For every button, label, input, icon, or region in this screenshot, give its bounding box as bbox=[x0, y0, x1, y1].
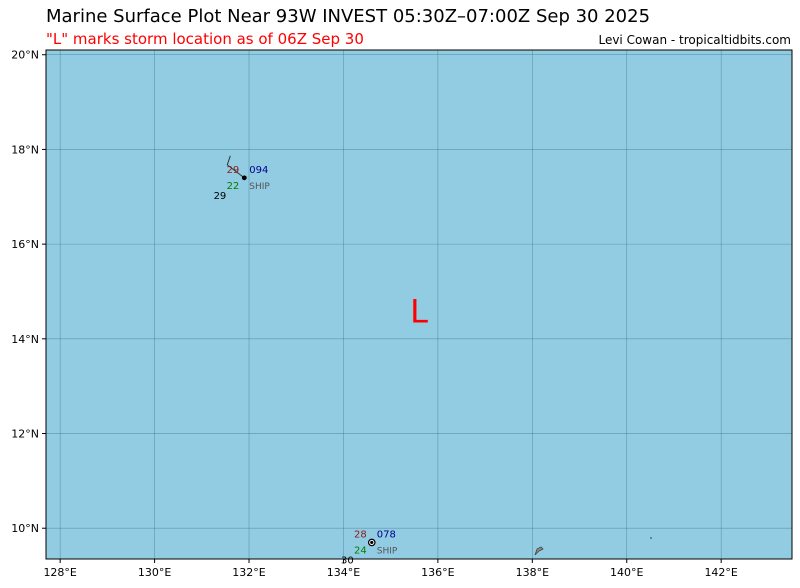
station-dewpoint: 22 bbox=[227, 181, 240, 192]
storm-location-note: "L" marks storm location as of 06Z Sep 3… bbox=[46, 30, 364, 48]
island-dot bbox=[650, 537, 652, 539]
lon-tick-label: 136°E bbox=[421, 566, 454, 579]
station-dewpoint: 24 bbox=[354, 545, 367, 556]
lat-tick-label: 20°N bbox=[11, 49, 39, 62]
station-temperature: 29 bbox=[227, 165, 240, 176]
station-dot bbox=[241, 175, 247, 181]
lat-tick-label: 14°N bbox=[11, 333, 39, 346]
station-pressure: 078 bbox=[377, 529, 396, 540]
station-type: SHIP bbox=[249, 182, 270, 192]
chart-title: Marine Surface Plot Near 93W INVEST 05:3… bbox=[46, 6, 651, 27]
station-sst: 29 bbox=[214, 191, 227, 202]
lon-tick-label: 140°E bbox=[610, 566, 643, 579]
lon-tick-label: 134°E bbox=[327, 566, 360, 579]
lat-tick-label: 10°N bbox=[11, 522, 39, 535]
station-temperature: 28 bbox=[354, 529, 367, 540]
lat-tick-label: 16°N bbox=[11, 238, 39, 251]
storm-location-marker: L bbox=[410, 292, 428, 330]
lat-tick-label: 12°N bbox=[11, 428, 39, 441]
lon-tick-label: 142°E bbox=[704, 566, 737, 579]
lat-tick-label: 18°N bbox=[11, 143, 39, 156]
lon-tick-label: 128°E bbox=[43, 566, 76, 579]
lon-tick-label: 132°E bbox=[232, 566, 265, 579]
station-type: SHIP bbox=[377, 546, 398, 556]
station-sst: 30 bbox=[341, 555, 354, 566]
credit-label: Levi Cowan - tropicaltidbits.com bbox=[598, 33, 791, 47]
island-shape bbox=[534, 546, 544, 556]
wind-barb bbox=[226, 155, 245, 179]
station-dot bbox=[370, 540, 374, 545]
lon-tick-label: 138°E bbox=[516, 566, 549, 579]
station-pressure: 094 bbox=[249, 165, 268, 176]
lon-tick-label: 130°E bbox=[138, 566, 171, 579]
plot-frame bbox=[45, 49, 793, 560]
ocean-background bbox=[46, 50, 792, 559]
